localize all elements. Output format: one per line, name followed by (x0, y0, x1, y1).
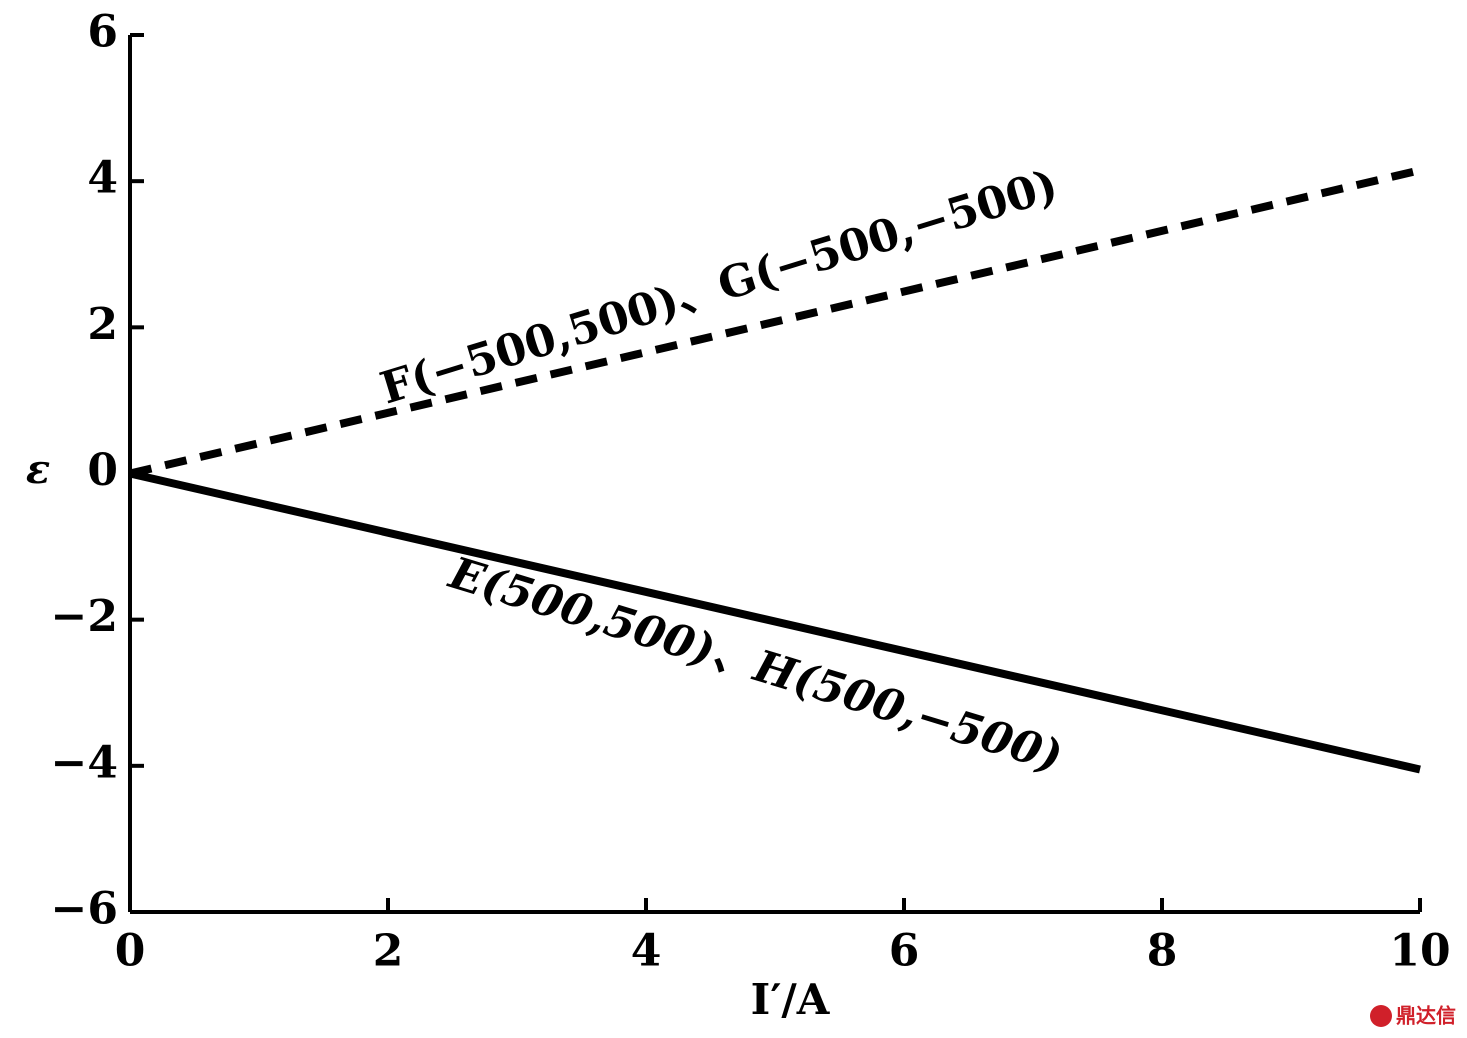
series-label: F(−500,500)、G(−500,−500) (375, 160, 1064, 415)
watermark-icon (1370, 1005, 1392, 1027)
x-tick-label: 8 (1147, 926, 1178, 977)
watermark: 鼎达信 (1396, 1004, 1456, 1028)
series-line (129, 166, 1421, 478)
y-tick-label: −2 (51, 591, 118, 642)
x-tick-label: 0 (115, 926, 146, 977)
y-tick-label: 2 (87, 299, 118, 350)
x-axis-label: I′/A (751, 975, 831, 1024)
y-tick-label: 6 (87, 7, 118, 58)
y-tick-label: 0 (87, 445, 118, 496)
y-axis-label: ε (26, 446, 50, 493)
x-tick-label: 4 (631, 926, 662, 977)
x-tick-label: 2 (373, 926, 404, 977)
x-tick-label: 10 (1389, 926, 1450, 977)
y-tick-label: −4 (51, 737, 118, 788)
y-tick-label: 4 (87, 153, 118, 204)
y-tick-label: −6 (51, 884, 118, 935)
x-tick-label: 6 (889, 926, 920, 977)
series-line (129, 469, 1421, 774)
